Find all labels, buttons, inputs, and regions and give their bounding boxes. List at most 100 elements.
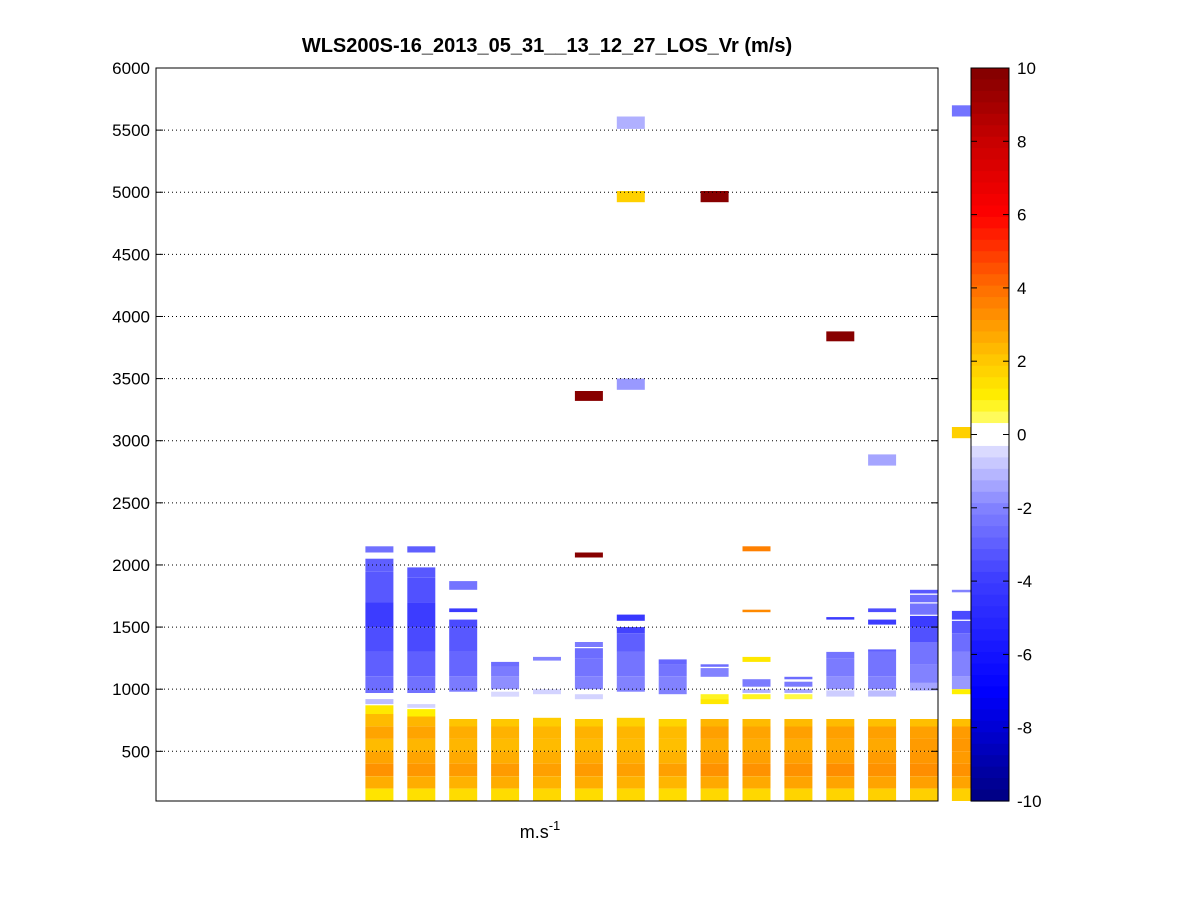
heatmap-cell <box>407 716 436 727</box>
heatmap-cell <box>365 763 394 777</box>
heatmap-cell <box>616 776 645 789</box>
heatmap-cell <box>491 738 520 752</box>
colorbar-band <box>971 285 1009 298</box>
colorbar-bands <box>971 68 1009 802</box>
heatmap-cell <box>449 776 478 789</box>
heatmap-cell <box>574 642 603 647</box>
heatmap-cell <box>365 676 394 693</box>
chart-title: WLS200S-16_2013_05_31__13_12_27_LOS_Vr (… <box>302 35 792 57</box>
heatmap-cell <box>574 694 603 700</box>
heatmap-cell <box>784 694 813 700</box>
heatmap-cell <box>574 763 603 777</box>
heatmap-cell <box>700 191 729 203</box>
heatmap-cell <box>742 788 771 801</box>
colorbar-tick-label: 6 <box>1017 206 1026 225</box>
colorbar-band <box>971 503 1009 516</box>
heatmap-cell <box>533 656 561 661</box>
heatmap-cell <box>868 676 897 690</box>
colorbar-band <box>971 216 1009 229</box>
heatmap-cell <box>491 666 520 677</box>
colorbar-band <box>971 193 1009 207</box>
colorbar-band <box>971 560 1009 573</box>
heatmap-cell <box>365 602 394 627</box>
heatmap-cell <box>533 776 561 789</box>
colorbar-band <box>971 652 1009 665</box>
heatmap-cell <box>868 788 897 801</box>
heatmap-cell <box>826 788 855 801</box>
heatmap-cell <box>574 738 603 752</box>
heatmap-cell <box>616 651 645 677</box>
heatmap-cell <box>407 776 436 789</box>
heatmap-cell <box>784 788 813 801</box>
heatmap-cell <box>784 726 813 739</box>
heatmap-cell <box>407 627 436 652</box>
heatmap-cell <box>574 788 603 801</box>
heatmap-cell <box>826 738 855 752</box>
heatmap-cell <box>407 546 436 553</box>
y-ticks: 500 1000 1500 2000 2500 3000 3500 4000 4500 5000 5… <box>112 59 938 761</box>
heatmap-cell <box>491 788 520 801</box>
heatmap-cell <box>742 694 771 700</box>
colorbar-tick-label: 4 <box>1017 279 1026 298</box>
heatmap-cell <box>700 694 729 700</box>
y-tick-label: 6000 <box>112 59 150 78</box>
colorbar-band <box>971 434 1009 447</box>
heatmap-cell <box>700 776 729 789</box>
heatmap-cell <box>616 738 645 752</box>
colorbar-band <box>971 755 1009 768</box>
heatmap-cell <box>868 649 897 652</box>
heatmap-cell <box>658 738 687 752</box>
colorbar-band <box>971 675 1009 688</box>
colorbar-band <box>971 331 1009 344</box>
colorbar-tick-label: -8 <box>1017 719 1032 738</box>
colorbar: -10 -8 -6 -4 -2 0 2 4 6 8 10 <box>970 59 1042 811</box>
heatmap-cell <box>491 751 520 764</box>
heatmap-cell <box>533 717 561 727</box>
colorbar-band <box>971 686 1009 699</box>
heatmap-cell <box>700 699 729 705</box>
colorbar-band <box>971 526 1009 539</box>
heatmap-cell <box>365 651 394 677</box>
heatmap-cell <box>658 719 687 727</box>
heatmap-cell <box>951 689 980 695</box>
heatmap-cell <box>491 691 520 697</box>
heatmap-cell <box>616 763 645 777</box>
colorbar-band <box>971 732 1009 745</box>
heatmap-cell <box>616 726 645 739</box>
heatmap-cell <box>574 726 603 739</box>
heatmap-cell <box>616 116 645 129</box>
heatmap-cell <box>742 656 771 662</box>
heatmap-cell <box>449 651 478 677</box>
heatmap-cell <box>742 763 771 777</box>
colorbar-band <box>971 136 1009 149</box>
heatmap-cell <box>868 608 897 613</box>
heatmap-cell <box>700 751 729 764</box>
heatmap-cell <box>407 704 436 708</box>
colorbar-band <box>971 251 1009 264</box>
heatmap-cell <box>365 776 394 789</box>
heatmap-cell <box>700 726 729 739</box>
heatmap-cell <box>826 676 855 690</box>
heatmap-cell <box>407 676 436 693</box>
colorbar-band <box>971 274 1009 287</box>
heatmap-cell <box>449 751 478 764</box>
heatmap-cell <box>742 546 771 552</box>
heatmap-cell <box>365 751 394 764</box>
colorbar-tick-label: -2 <box>1017 499 1032 518</box>
heatmap-cell <box>784 689 813 693</box>
heatmap-cell <box>868 763 897 777</box>
heatmap-cell <box>868 651 897 677</box>
heatmap-cell <box>826 658 855 677</box>
heatmap-cell <box>616 614 645 621</box>
heatmap-cell <box>407 577 436 603</box>
heatmap-cell <box>658 763 687 777</box>
heatmap-cell <box>365 788 394 801</box>
heatmap-cell <box>784 763 813 777</box>
heatmap-cell <box>910 788 938 801</box>
heatmap-cell <box>574 719 603 727</box>
colorbar-band <box>971 125 1009 138</box>
heatmap-cell <box>574 552 603 558</box>
heatmap-cell <box>826 751 855 764</box>
heatmap-cell <box>365 558 394 572</box>
colorbar-band <box>971 102 1009 115</box>
